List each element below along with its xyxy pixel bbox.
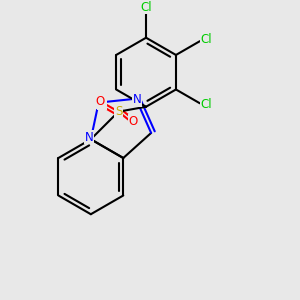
Text: S: S <box>115 105 122 118</box>
Text: N: N <box>97 96 106 109</box>
Text: N: N <box>133 93 141 106</box>
Text: Cl: Cl <box>140 1 152 13</box>
Text: O: O <box>129 115 138 128</box>
Text: Cl: Cl <box>201 98 212 111</box>
Text: N: N <box>85 131 93 144</box>
Text: O: O <box>95 95 104 108</box>
Text: Cl: Cl <box>201 33 212 46</box>
